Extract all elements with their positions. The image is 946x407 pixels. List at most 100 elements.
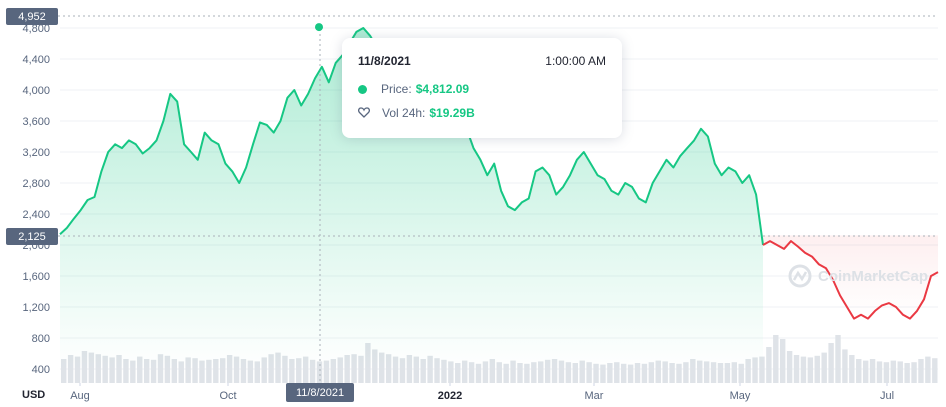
volume-bar bbox=[143, 359, 150, 383]
tooltip-date: 11/8/2021 bbox=[358, 54, 411, 68]
volume-bar bbox=[302, 356, 309, 383]
volume-bar bbox=[669, 363, 675, 383]
currency-label: USD bbox=[22, 389, 45, 401]
volume-bar bbox=[316, 361, 323, 383]
volume-bar bbox=[676, 363, 682, 383]
volume-bar bbox=[925, 356, 931, 383]
x-tick-label: Oct bbox=[219, 390, 236, 402]
volume-bar bbox=[697, 360, 703, 383]
volume-bar bbox=[655, 360, 661, 383]
volume-bar bbox=[786, 351, 793, 383]
volume-bar bbox=[461, 360, 468, 383]
x-tick-label: Aug bbox=[70, 390, 90, 402]
volume-bar bbox=[565, 362, 572, 383]
y-tick-label: 3,200 bbox=[22, 147, 50, 159]
volume-bar bbox=[171, 359, 178, 383]
tooltip-volume-label: Vol 24h: bbox=[382, 106, 426, 120]
volume-bar bbox=[427, 355, 433, 383]
volume-bar bbox=[254, 361, 260, 383]
volume-bar bbox=[607, 363, 613, 383]
volume-bar bbox=[61, 359, 67, 383]
volume-bar bbox=[538, 361, 544, 383]
tooltip-price-value: $4,812.09 bbox=[415, 82, 470, 96]
volume-bar bbox=[261, 357, 267, 383]
volume-bar bbox=[496, 362, 502, 383]
volume-bar bbox=[247, 360, 254, 383]
hover-point bbox=[315, 23, 323, 32]
volume-bar bbox=[282, 355, 288, 383]
volume-bar bbox=[876, 361, 883, 383]
y-tick-label: 1,600 bbox=[22, 271, 50, 283]
volume-bar bbox=[233, 356, 240, 383]
volume-bar bbox=[413, 356, 419, 383]
volume-bar bbox=[731, 362, 738, 383]
volume-bar bbox=[620, 363, 627, 383]
volume-bar bbox=[593, 363, 599, 383]
volume-bar bbox=[600, 364, 606, 383]
volume-bar bbox=[489, 359, 496, 383]
x-tick-label: May bbox=[730, 390, 751, 402]
y-tick-label: 800 bbox=[32, 333, 50, 345]
volume-bar bbox=[835, 335, 841, 383]
tooltip-volume-row: Vol 24h: $19.29B bbox=[358, 106, 475, 120]
tooltip-volume-value: $19.29B bbox=[429, 106, 475, 120]
volume-bar bbox=[869, 359, 876, 383]
volume-bar bbox=[510, 360, 516, 383]
price-area bbox=[60, 28, 938, 369]
volume-bar bbox=[586, 362, 592, 383]
x-axis: Aug Oct 2022 Mar May Jul bbox=[70, 383, 894, 402]
volume-bar bbox=[932, 358, 938, 383]
volume-bar bbox=[199, 360, 205, 383]
volume-bar bbox=[690, 359, 696, 383]
volume-bar bbox=[74, 356, 81, 383]
volume-bar bbox=[296, 358, 302, 383]
volume-bar bbox=[102, 355, 108, 383]
volume-bar bbox=[759, 356, 765, 383]
x-tick-label: Jul bbox=[880, 390, 894, 402]
volume-bar bbox=[289, 359, 295, 383]
volume-bar bbox=[531, 362, 537, 383]
volume-bar bbox=[807, 357, 814, 383]
high-flag-label: 4,952 bbox=[18, 11, 46, 23]
price-tooltip: 11/8/2021 1:00:00 AM Price: $4,812.09 Vo… bbox=[342, 38, 622, 138]
volume-bar bbox=[717, 363, 724, 383]
volume-bar bbox=[337, 357, 343, 383]
volume-bar bbox=[842, 349, 848, 383]
volume-bar bbox=[213, 359, 219, 383]
volume-bar bbox=[551, 359, 558, 383]
volume-bar bbox=[441, 359, 447, 383]
volume-bar bbox=[323, 360, 330, 383]
volume-bar bbox=[240, 359, 247, 383]
volume-bar bbox=[392, 356, 399, 383]
up-area bbox=[60, 28, 763, 369]
volume-bar bbox=[648, 362, 655, 383]
reference-lines bbox=[58, 15, 938, 383]
y-tick-label: 4,400 bbox=[22, 54, 50, 66]
y-axis: 4008001,2001,6002,0002,4002,8003,2003,60… bbox=[22, 23, 50, 376]
y-tick-label: 3,600 bbox=[22, 116, 50, 128]
volume-bar bbox=[185, 357, 191, 383]
tooltip-price-row: Price: $4,812.09 bbox=[358, 82, 469, 96]
volume-bar bbox=[821, 352, 827, 383]
volume-bar bbox=[641, 363, 648, 383]
volume-bar bbox=[178, 361, 184, 383]
volume-bar bbox=[627, 364, 634, 383]
x-tick-label: Mar bbox=[585, 390, 604, 402]
y-tick-label: 4,800 bbox=[22, 23, 50, 35]
volume-bar bbox=[475, 363, 482, 383]
y-tick-label: 2,800 bbox=[22, 178, 50, 190]
volume-bar bbox=[773, 335, 779, 383]
coinmarketcap-logo-icon bbox=[788, 264, 812, 288]
volume-bar bbox=[123, 359, 129, 383]
volume-bar bbox=[904, 363, 910, 383]
volume-bar bbox=[738, 363, 744, 383]
volume-bar bbox=[849, 355, 855, 383]
volume-bar bbox=[862, 360, 869, 383]
watermark-text: CoinMarketCap bbox=[818, 268, 928, 285]
y-tick-label: 400 bbox=[32, 364, 50, 376]
volume-bar bbox=[579, 360, 585, 383]
volume-bar bbox=[683, 362, 689, 383]
volume-bar bbox=[752, 357, 758, 383]
volume-bar bbox=[330, 359, 337, 383]
